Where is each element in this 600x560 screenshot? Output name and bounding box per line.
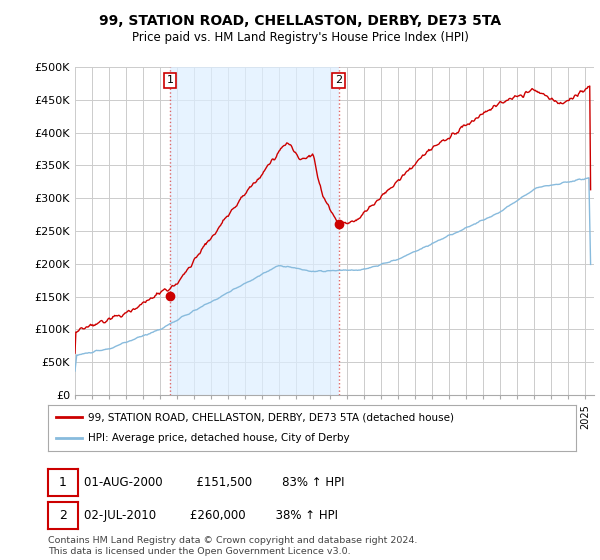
Text: 99, STATION ROAD, CHELLASTON, DERBY, DE73 5TA (detached house): 99, STATION ROAD, CHELLASTON, DERBY, DE7… [88, 412, 454, 422]
Text: 2: 2 [335, 75, 343, 85]
Text: 2: 2 [59, 509, 67, 522]
Text: 02-JUL-2010         £260,000        38% ↑ HPI: 02-JUL-2010 £260,000 38% ↑ HPI [84, 509, 338, 522]
Text: Contains HM Land Registry data © Crown copyright and database right 2024.
This d: Contains HM Land Registry data © Crown c… [48, 536, 418, 556]
Bar [170, 67, 339, 395]
Text: 1: 1 [167, 75, 173, 85]
Text: 01-AUG-2000         £151,500        83% ↑ HPI: 01-AUG-2000 £151,500 83% ↑ HPI [84, 475, 344, 489]
Text: 99, STATION ROAD, CHELLASTON, DERBY, DE73 5TA: 99, STATION ROAD, CHELLASTON, DERBY, DE7… [99, 14, 501, 28]
Text: Price paid vs. HM Land Registry's House Price Index (HPI): Price paid vs. HM Land Registry's House … [131, 31, 469, 44]
Text: HPI: Average price, detached house, City of Derby: HPI: Average price, detached house, City… [88, 433, 349, 444]
Text: 1: 1 [59, 475, 67, 489]
